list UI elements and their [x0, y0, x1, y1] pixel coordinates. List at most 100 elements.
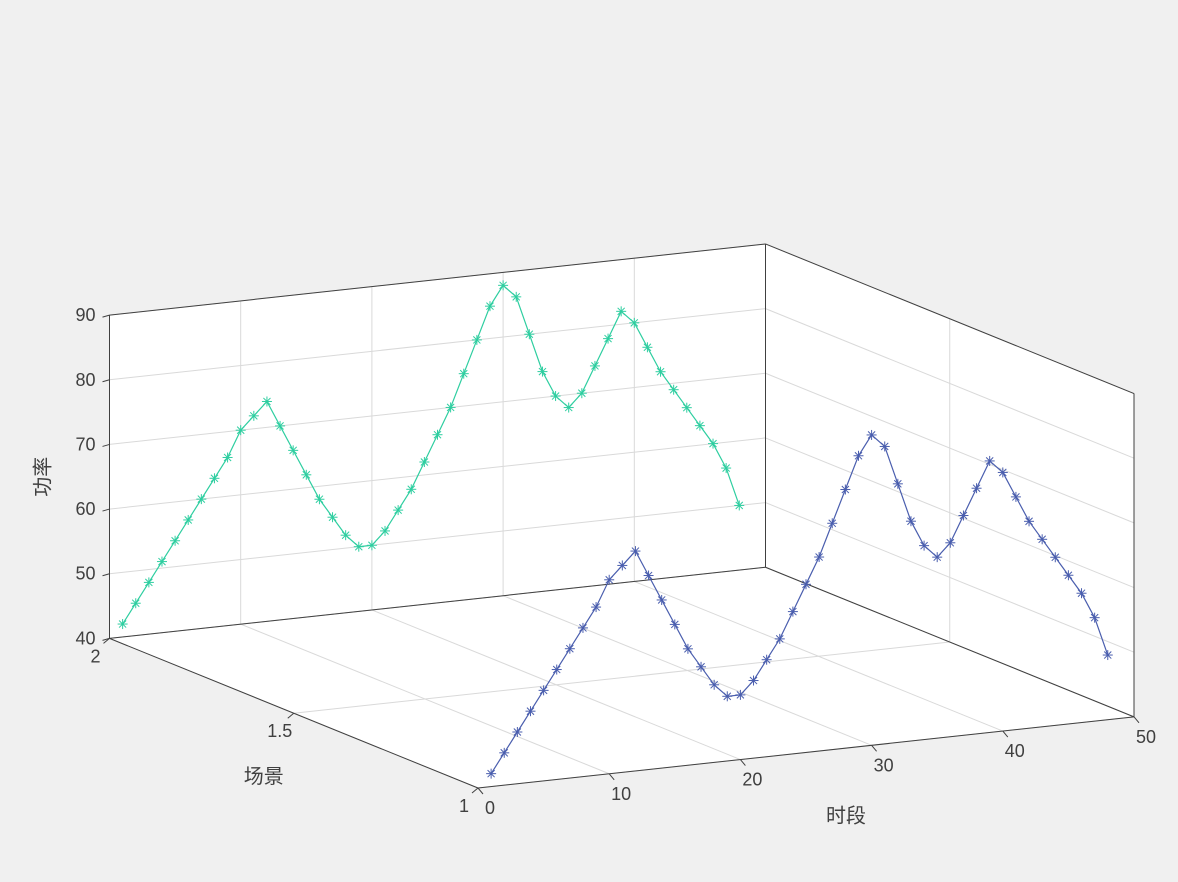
marker-asterisk — [288, 445, 298, 455]
marker-asterisk — [1077, 588, 1087, 598]
marker-asterisk — [249, 411, 259, 421]
marker-asterisk — [709, 680, 719, 690]
marker-asterisk — [183, 515, 193, 525]
marker-asterisk — [708, 439, 718, 449]
marker-asterisk — [762, 655, 772, 665]
marker-asterisk — [537, 367, 547, 377]
marker-asterisk — [617, 560, 627, 570]
marker-asterisk — [616, 306, 626, 316]
marker-asterisk — [604, 575, 614, 585]
marker-asterisk — [223, 452, 233, 462]
marker-asterisk — [354, 542, 364, 552]
marker-asterisk — [512, 727, 522, 737]
marker-asterisk — [814, 552, 824, 562]
marker-asterisk — [945, 538, 955, 548]
marker-asterisk — [644, 571, 654, 581]
marker-asterisk — [524, 329, 534, 339]
marker-asterisk — [1037, 534, 1047, 544]
y-tick-label: 1.5 — [267, 721, 292, 741]
marker-asterisk — [433, 430, 443, 440]
marker-asterisk — [696, 662, 706, 672]
marker-asterisk — [236, 425, 246, 435]
marker-asterisk — [642, 342, 652, 352]
marker-asterisk — [499, 748, 509, 758]
marker-asterisk — [131, 598, 141, 608]
marker-asterisk — [721, 463, 731, 473]
marker-asterisk — [840, 485, 850, 495]
marker-asterisk — [1050, 552, 1060, 562]
marker-asterisk — [853, 451, 863, 461]
marker-asterisk — [578, 623, 588, 633]
x-tick-label: 30 — [874, 755, 894, 775]
marker-asterisk — [657, 595, 667, 605]
marker-asterisk — [314, 494, 324, 504]
x-axis-label: 时段 — [826, 804, 866, 827]
marker-asterisk — [958, 511, 968, 521]
z-tick-label: 60 — [75, 499, 95, 519]
marker-asterisk — [1024, 516, 1034, 526]
marker-asterisk — [906, 516, 916, 526]
marker-asterisk — [591, 602, 601, 612]
marker-asterisk — [577, 388, 587, 398]
marker-asterisk — [341, 530, 351, 540]
y-tick-label: 1 — [459, 796, 469, 816]
marker-asterisk — [880, 441, 890, 451]
marker-asterisk — [144, 577, 154, 587]
marker-asterisk — [406, 484, 416, 494]
marker-asterisk — [459, 369, 469, 379]
marker-asterisk — [893, 479, 903, 489]
marker-asterisk — [525, 706, 535, 716]
marker-asterisk — [722, 691, 732, 701]
marker-asterisk — [380, 526, 390, 536]
marker-asterisk — [209, 473, 219, 483]
marker-asterisk — [827, 518, 837, 528]
marker-asterisk — [590, 361, 600, 371]
marker-asterisk — [801, 579, 811, 589]
marker-asterisk — [734, 500, 744, 510]
marker-asterisk — [485, 301, 495, 311]
marker-asterisk — [498, 280, 508, 290]
marker-asterisk — [551, 391, 561, 401]
marker-asterisk — [867, 430, 877, 440]
marker-asterisk — [682, 403, 692, 413]
marker-asterisk — [985, 456, 995, 466]
y-axis-label: 场景 — [244, 765, 284, 788]
x-tick-label: 40 — [1005, 741, 1025, 761]
marker-asterisk — [603, 334, 613, 344]
marker-asterisk — [262, 396, 272, 406]
marker-asterisk — [118, 619, 128, 629]
marker-asterisk — [565, 644, 575, 654]
x-tick-label: 50 — [1136, 727, 1156, 747]
marker-asterisk — [564, 403, 574, 413]
x-tick-label: 10 — [611, 784, 631, 804]
marker-asterisk — [972, 483, 982, 493]
marker-asterisk — [932, 552, 942, 562]
marker-asterisk — [196, 494, 206, 504]
marker-asterisk — [393, 505, 403, 515]
marker-asterisk — [170, 536, 180, 546]
marker-asterisk — [1063, 570, 1073, 580]
z-axis-label: 功率 — [32, 457, 55, 497]
plot-3d: 0102030405011.52405060708090时段场景功率 — [0, 0, 1178, 882]
marker-asterisk — [629, 318, 639, 328]
marker-asterisk — [695, 421, 705, 431]
z-tick-label: 50 — [75, 564, 95, 584]
marker-asterisk — [486, 769, 496, 779]
marker-asterisk — [419, 457, 429, 467]
marker-asterisk — [656, 367, 666, 377]
marker-asterisk — [446, 402, 456, 412]
marker-asterisk — [919, 541, 929, 551]
marker-asterisk — [275, 421, 285, 431]
marker-asterisk — [749, 676, 759, 686]
marker-asterisk — [1090, 613, 1100, 623]
x-tick-label: 20 — [742, 770, 762, 790]
marker-asterisk — [328, 512, 338, 522]
marker-asterisk — [1103, 650, 1113, 660]
y-tick-label: 2 — [90, 646, 100, 666]
marker-asterisk — [157, 557, 167, 567]
z-tick-label: 90 — [75, 305, 95, 325]
marker-asterisk — [998, 467, 1008, 477]
marker-asterisk — [630, 546, 640, 556]
marker-asterisk — [788, 607, 798, 617]
x-tick-label: 0 — [485, 798, 495, 818]
